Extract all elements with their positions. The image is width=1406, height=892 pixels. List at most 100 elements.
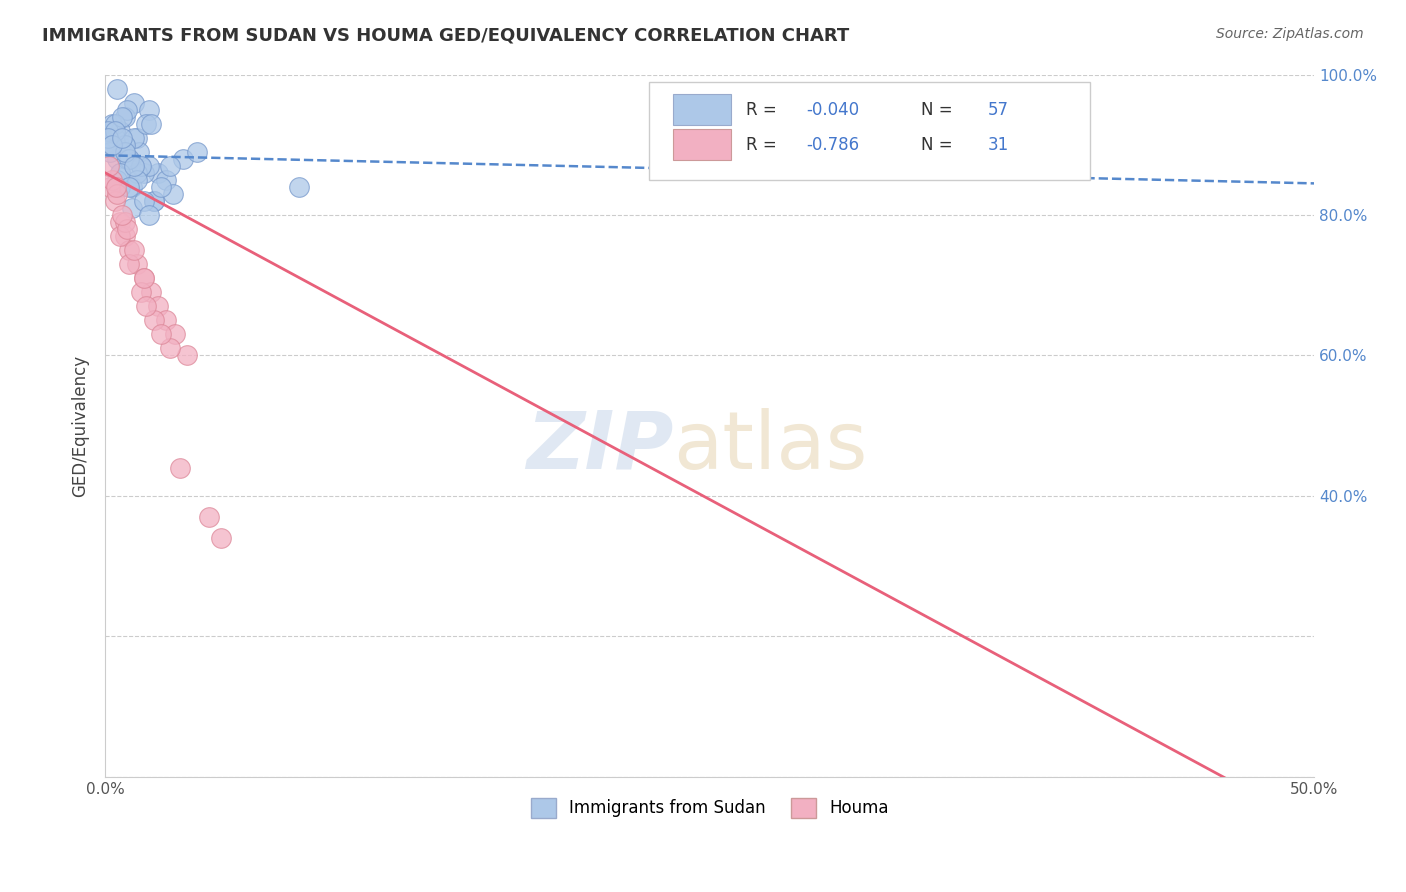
Point (108, 215, 131, 229)
Point (128, 145, 150, 159)
Point (105, 152, 128, 166)
Point (162, 186, 184, 201)
Point (121, 201, 143, 215)
Point (287, 180, 309, 194)
Point (101, 173, 124, 187)
Point (165, 327, 187, 342)
Point (105, 81, 128, 95)
Point (114, 229, 136, 244)
Text: IMMIGRANTS FROM SUDAN VS HOUMA GED/EQUIVALENCY CORRELATION CHART: IMMIGRANTS FROM SUDAN VS HOUMA GED/EQUIV… (42, 27, 849, 45)
Point (115, 222, 138, 236)
Point (114, 215, 136, 229)
Point (101, 137, 124, 152)
Point (111, 130, 134, 145)
Point (141, 285, 163, 300)
Point (186, 145, 208, 159)
Point (138, 103, 160, 117)
Point (114, 145, 136, 159)
Point (105, 186, 128, 201)
Point (132, 194, 155, 208)
Point (97, 159, 120, 173)
Point (104, 130, 127, 145)
Point (141, 117, 163, 131)
Point (132, 271, 155, 285)
Point (118, 180, 141, 194)
Point (104, 124, 127, 138)
Point (159, 342, 181, 356)
Point (131, 159, 153, 173)
Point (98, 180, 121, 194)
Text: -0.040: -0.040 (807, 101, 859, 119)
Point (172, 152, 194, 166)
Point (97, 130, 120, 145)
FancyBboxPatch shape (673, 129, 731, 161)
Point (132, 271, 155, 285)
Point (148, 166, 170, 180)
FancyBboxPatch shape (650, 81, 1091, 180)
Point (98, 137, 121, 152)
Point (155, 173, 177, 187)
Text: N =: N = (921, 101, 957, 119)
Point (125, 257, 148, 271)
Point (122, 130, 145, 145)
Point (114, 137, 136, 152)
Point (138, 159, 160, 173)
Point (118, 152, 141, 166)
Point (132, 166, 155, 180)
Point (108, 180, 131, 194)
Point (125, 173, 148, 187)
Point (142, 313, 165, 327)
Point (131, 159, 153, 173)
Point (176, 348, 198, 362)
Point (115, 103, 138, 117)
Point (104, 117, 127, 131)
Point (118, 257, 141, 271)
Text: -0.786: -0.786 (807, 136, 859, 153)
Point (111, 145, 134, 159)
Point (108, 229, 131, 244)
Point (138, 208, 160, 222)
Point (142, 194, 165, 208)
Point (115, 152, 138, 166)
Point (111, 208, 134, 222)
Point (111, 110, 134, 124)
Point (209, 531, 232, 545)
Point (159, 159, 181, 173)
Point (122, 95, 145, 110)
Y-axis label: GED/Equivalency: GED/Equivalency (72, 355, 89, 497)
Point (169, 460, 191, 475)
Point (101, 137, 124, 152)
Point (121, 180, 143, 194)
Point (148, 299, 170, 313)
Text: atlas: atlas (673, 408, 868, 486)
Point (105, 180, 128, 194)
Text: 57: 57 (987, 101, 1008, 119)
Legend: Immigrants from Sudan, Houma: Immigrants from Sudan, Houma (524, 791, 896, 825)
Point (125, 166, 148, 180)
Point (149, 327, 172, 342)
Point (118, 152, 141, 166)
Point (125, 130, 148, 145)
Point (142, 194, 165, 208)
Point (149, 180, 172, 194)
Point (135, 117, 157, 131)
Point (135, 299, 157, 313)
Point (101, 117, 124, 131)
Point (122, 243, 145, 257)
Point (114, 137, 136, 152)
Text: ZIP: ZIP (526, 408, 673, 486)
Text: 31: 31 (987, 136, 1010, 153)
Point (108, 124, 131, 138)
Point (114, 110, 136, 124)
Point (131, 285, 153, 300)
Point (108, 166, 131, 180)
Text: Source: ZipAtlas.com: Source: ZipAtlas.com (1216, 27, 1364, 41)
FancyBboxPatch shape (673, 95, 731, 125)
Point (122, 159, 145, 173)
Point (105, 173, 128, 187)
Point (97, 124, 120, 138)
Point (118, 243, 141, 257)
Text: R =: R = (747, 101, 782, 119)
Point (108, 166, 131, 180)
Point (104, 194, 127, 208)
